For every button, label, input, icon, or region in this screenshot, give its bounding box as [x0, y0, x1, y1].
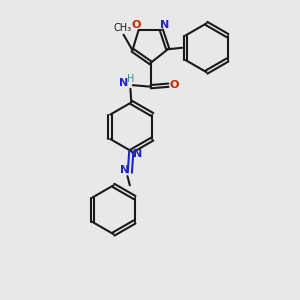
Text: N: N	[160, 20, 169, 30]
Text: O: O	[169, 80, 178, 90]
Text: H: H	[127, 74, 134, 84]
Text: N: N	[119, 78, 128, 88]
Text: N: N	[133, 149, 142, 159]
Text: N: N	[120, 165, 129, 175]
Text: CH₃: CH₃	[113, 23, 131, 33]
Text: O: O	[132, 20, 141, 30]
